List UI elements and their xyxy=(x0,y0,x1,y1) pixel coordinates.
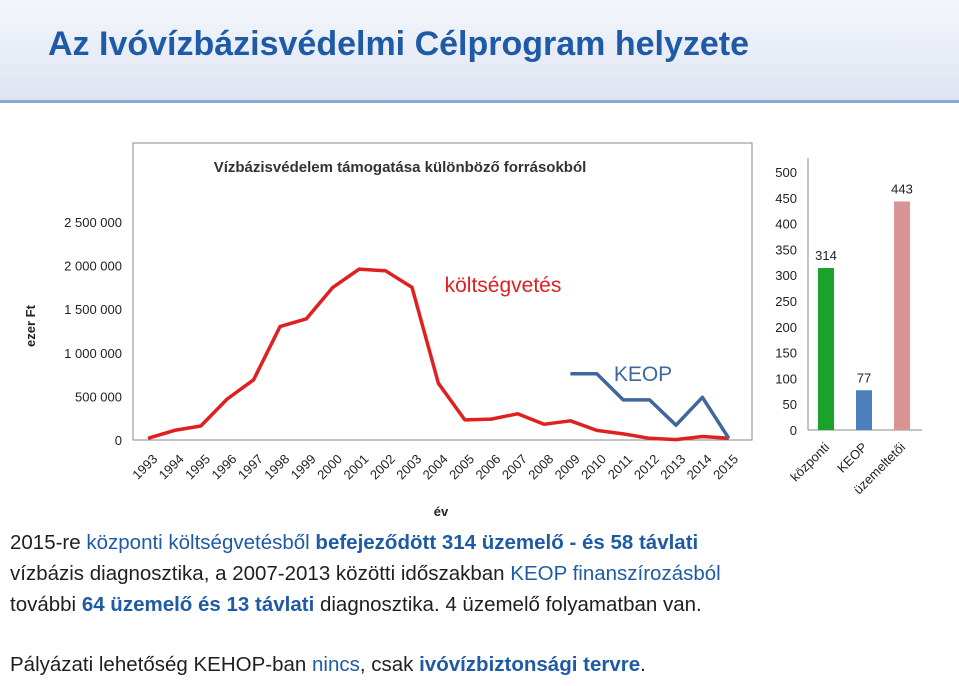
bar-üzemeltetői xyxy=(894,201,910,430)
line-chart-ytick-label: 2 000 000 xyxy=(64,259,122,274)
series-label-koltsegvetes: költségvetés xyxy=(445,274,562,297)
bar-data-label: 443 xyxy=(891,181,913,196)
line-chart-ytick-label: 2 500 000 xyxy=(64,215,122,230)
bar-chart-ytick-label: 0 xyxy=(790,423,797,438)
text-segment: , csak xyxy=(359,653,420,676)
bar-chart-ytick-label: 300 xyxy=(775,268,797,283)
line-series-KEOP xyxy=(570,371,731,440)
bar-chart-ytick-label: 100 xyxy=(775,371,797,386)
bar-data-label: 314 xyxy=(815,248,837,263)
text-segment: diagnosztika. 4 üzemelő folyamatban van. xyxy=(314,593,702,616)
text-segment: ivóvízbiztonsági tervre xyxy=(419,653,641,676)
text-segment: . xyxy=(640,653,646,676)
bar-chart-ytick-label: 50 xyxy=(783,397,797,412)
series-label-keop: KEOP xyxy=(614,363,672,386)
line-chart-ylabel: ezer Ft xyxy=(23,304,38,347)
line-chart-ytick-label: 0 xyxy=(115,433,122,448)
bar-chart-ytick-label: 350 xyxy=(775,242,797,257)
text-segment: nincs xyxy=(311,653,360,676)
summary-paragraph: 2015-re központi költségvetésből befejez… xyxy=(10,527,955,620)
bar-chart-ytick-label: 450 xyxy=(775,191,797,206)
line-chart-title: Vízbázisvédelem támogatása különböző for… xyxy=(214,159,587,176)
bar-chart-ytick-label: 250 xyxy=(775,294,797,309)
line-chart-plot-border xyxy=(132,142,753,441)
text-segment: Pályázati lehetőség KEHOP-ban xyxy=(10,653,312,676)
bar-chart-ytick-label: 500 xyxy=(775,165,797,180)
line-chart: Vízbázisvédelem támogatása különböző for… xyxy=(23,142,753,519)
line-chart-series xyxy=(147,267,731,442)
bar-chart-bars: 314 77 443 xyxy=(815,181,913,430)
bar-KEOP xyxy=(856,390,872,430)
funding-note: Pályázati lehetőség KEHOP-ban nincs, csa… xyxy=(10,653,646,677)
bar-chart-xtick-label: KEOP xyxy=(834,440,870,476)
text-segment: befejeződött 314 üzemelő - és 58 távlati xyxy=(315,531,699,554)
title-banner xyxy=(0,0,959,103)
line-chart-xlabel: év xyxy=(434,504,449,519)
text-segment: központi költségvetésből xyxy=(86,531,316,554)
line-chart-ytick-label: 1 500 000 xyxy=(64,302,122,317)
bar-chart-yticks: 0 50 100 150 200 250 300 350 400 450 500 xyxy=(775,165,797,438)
line-chart-series-labels: költségvetés KEOP xyxy=(445,274,673,386)
text-segment: 64 üzemelő és 13 távlati xyxy=(81,593,315,616)
bar-chart-ytick-label: 400 xyxy=(775,217,797,232)
bar-chart-ytick-label: 150 xyxy=(775,346,797,361)
line-chart-axes xyxy=(132,142,753,441)
text-segment: további xyxy=(10,593,82,616)
bar-chart-xtick-label: központi xyxy=(787,439,832,484)
line-chart-ytick-label: 1 000 000 xyxy=(64,346,122,361)
text-segment: vízbázis diagnosztika, a 2007-2013 közöt… xyxy=(10,562,511,585)
bar-chart-ytick-label: 200 xyxy=(775,320,797,335)
line-series-költségvetés xyxy=(147,267,729,442)
line-chart-yticks: 0 500 000 1 000 000 1 500 000 2 000 000 2 500… xyxy=(64,215,122,448)
text-segment: 2015-re xyxy=(10,531,87,554)
text-segment: KEOP finanszírozásból xyxy=(510,562,721,585)
slide-title: Az Ivóvízbázisvédelmi Célprogram helyzet… xyxy=(48,25,750,63)
bar-data-label: 77 xyxy=(857,370,871,385)
line-chart-ytick-label: 500 000 xyxy=(75,389,122,404)
banner-rule xyxy=(0,100,959,103)
bar-központi xyxy=(818,267,834,430)
